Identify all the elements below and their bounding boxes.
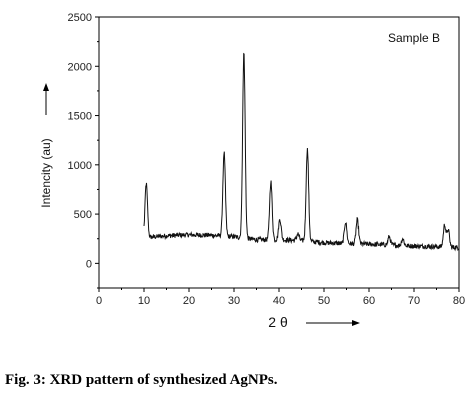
x-axis: 0 10 20 30 40 50 60 70 80	[96, 288, 465, 307]
xrd-series-line	[143, 52, 459, 252]
x-tick-label: 10	[138, 295, 150, 307]
y-tick-label: 1000	[68, 160, 92, 172]
x-tick-label: 20	[183, 295, 195, 307]
y-tick-label: 500	[74, 209, 92, 221]
peak-points	[145, 51, 449, 240]
x-axis-arrow-icon	[352, 320, 360, 326]
y-axis: 0 500 1000 1500 2000 2500	[68, 12, 99, 289]
x-tick-label: 50	[318, 295, 330, 307]
x-tick-label: 30	[228, 295, 240, 307]
y-axis-arrow-icon	[43, 83, 49, 91]
x-tick-label: 70	[408, 295, 420, 307]
x-axis-label-group: 2 θ	[268, 314, 360, 330]
x-tick-label: 60	[363, 295, 375, 307]
y-axis-label: Intencity (au)	[39, 138, 53, 207]
figure-caption: Fig. 3: XRD pattern of synthesized AgNPs…	[5, 372, 278, 388]
x-axis-label: 2 θ	[268, 314, 288, 330]
y-tick-label: 2000	[68, 61, 92, 73]
sample-label: Sample B	[388, 31, 440, 45]
x-tick-label: 40	[273, 295, 285, 307]
plot-frame	[98, 16, 460, 289]
y-tick-label: 2500	[68, 12, 92, 24]
y-tick-label: 1500	[68, 111, 92, 123]
x-tick-label: 80	[453, 295, 465, 307]
y-tick-label: 0	[86, 258, 92, 270]
x-tick-label: 0	[96, 295, 102, 307]
y-axis-label-group: Intencity (au)	[39, 83, 53, 208]
